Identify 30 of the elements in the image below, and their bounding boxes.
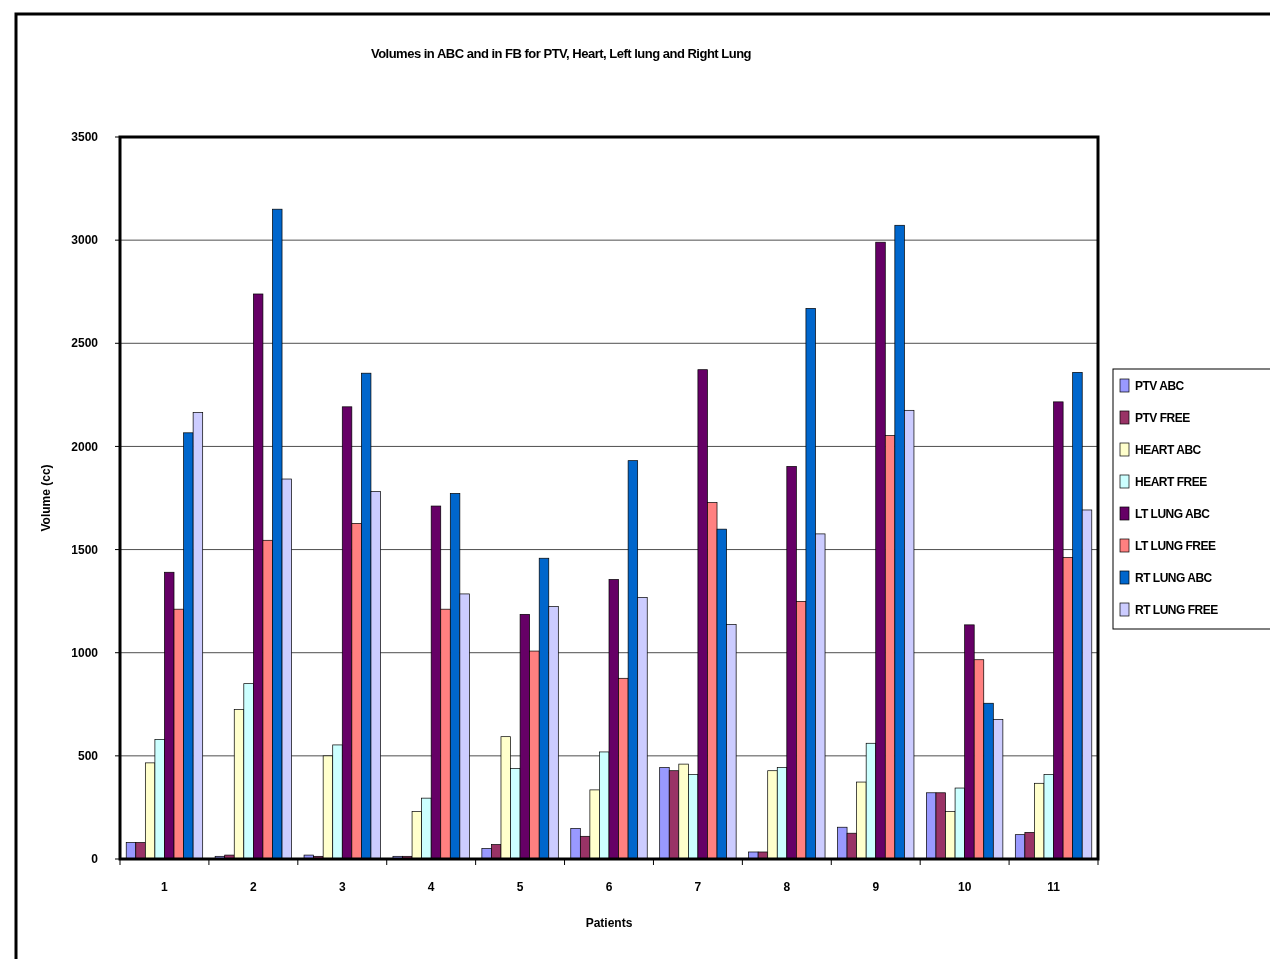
legend-label: HEART FREE <box>1135 475 1208 490</box>
legend-label: LT LUNG FREE <box>1135 539 1216 554</box>
y-tick-label: 3500 <box>71 130 99 145</box>
y-tick-label: 2500 <box>71 336 99 351</box>
legend-label: HEART ABC <box>1135 443 1202 458</box>
y-tick-label: 500 <box>77 749 99 764</box>
legend-label: PTV FREE <box>1135 411 1191 426</box>
x-tick-label: 8 <box>783 880 791 894</box>
x-tick-label: 10 <box>957 880 972 894</box>
chart-title: Volumes in ABC and in FB for PTV, Heart, Left lung and Right Lung <box>370 46 752 61</box>
legend-label: PTV ABC <box>1135 379 1185 394</box>
y-tick-label: 2000 <box>71 439 99 454</box>
x-tick-label: 1 <box>161 880 169 894</box>
x-tick-label: 5 <box>516 880 524 894</box>
legend-label: RT LUNG FREE <box>1135 603 1219 618</box>
x-tick-label: 3 <box>338 880 346 894</box>
x-tick-label: 6 <box>605 880 613 894</box>
y-tick-label: 1000 <box>71 645 99 660</box>
x-tick-label: 4 <box>427 880 435 894</box>
legend-label: RT LUNG ABC <box>1135 571 1213 586</box>
x-tick-label: 11 <box>1047 880 1061 894</box>
y-tick-label: 3000 <box>71 233 99 248</box>
legend-label: LT LUNG ABC <box>1135 507 1211 522</box>
y-tick-label: 1500 <box>71 542 99 557</box>
x-axis-title: Patients <box>585 916 633 930</box>
y-tick-label: 0 <box>91 852 99 867</box>
x-tick-label: 9 <box>872 880 880 894</box>
x-tick-label: 2 <box>250 880 258 894</box>
x-tick-label: 7 <box>694 880 702 894</box>
y-axis-title: Volume (cc) <box>39 464 53 532</box>
